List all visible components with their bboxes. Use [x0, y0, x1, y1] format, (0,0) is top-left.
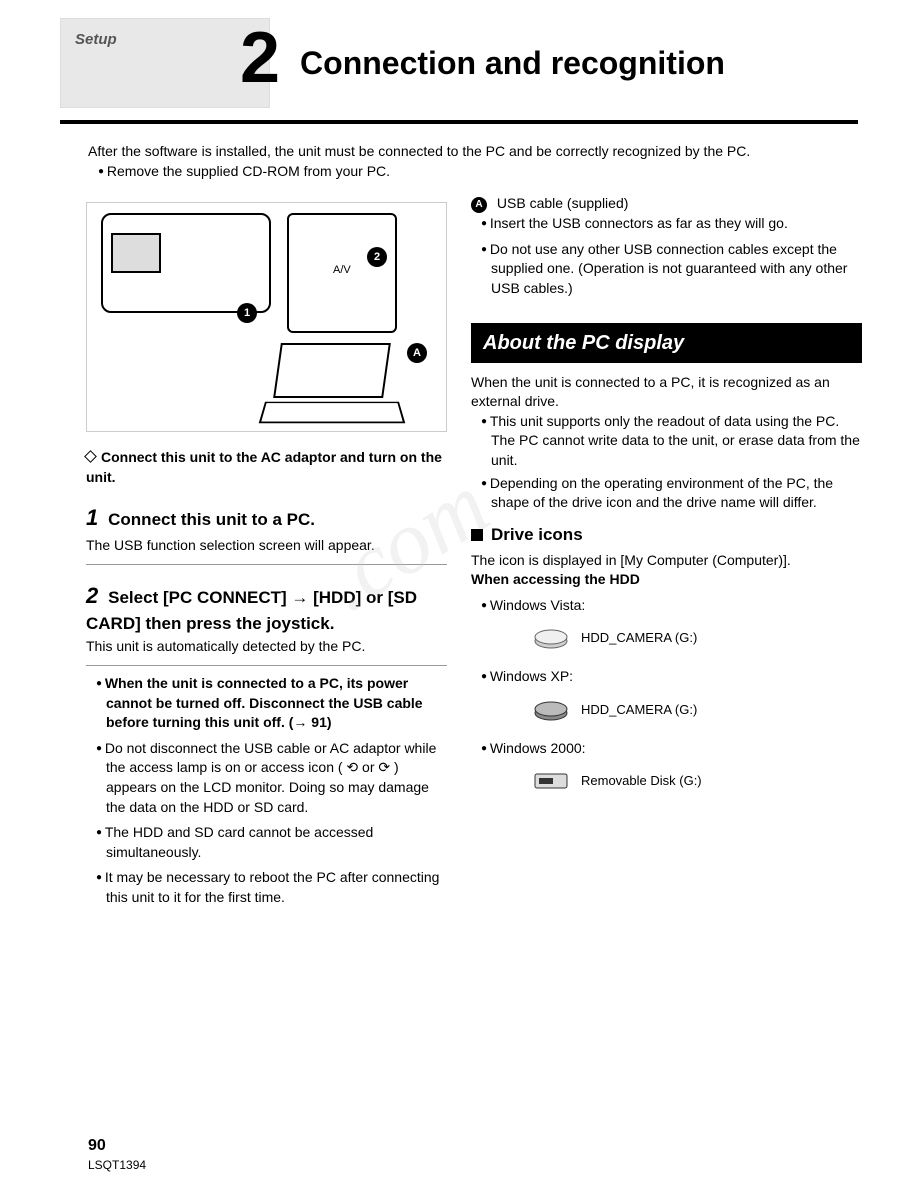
drive-entry-xp: Windows XP: HDD_CAMERA (G:): [471, 667, 862, 725]
step-divider-1: [86, 564, 447, 565]
setup-box: Setup: [60, 18, 270, 108]
usb-bullet: Insert the USB connectors as far as they…: [481, 214, 862, 234]
note-item: When the unit is connected to a PC, its …: [96, 674, 447, 733]
camera-screen: [111, 233, 161, 273]
pc-display-bullet: Depending on the operating environment o…: [481, 474, 862, 513]
drive-icon-row: HDD_CAMERA (G:): [531, 623, 862, 653]
step-1-body: The USB function selection screen will a…: [86, 536, 447, 556]
note-item: It may be necessary to reboot the PC aft…: [96, 868, 447, 907]
drive-icon: [531, 623, 571, 653]
step-1-title: Connect this unit to a PC.: [108, 510, 315, 529]
drive-icons-intro: The icon is displayed in [My Computer (C…: [471, 551, 862, 571]
step-2: 2 Select [PC CONNECT] → [HDD] or [SD CAR…: [86, 581, 447, 636]
square-bullet-icon: [471, 529, 483, 541]
pc-display-banner: About the PC display: [471, 323, 862, 363]
callout-a: A: [407, 343, 427, 363]
intro-bullet: Remove the supplied CD-ROM from your PC.: [98, 162, 862, 182]
drive-icon: [531, 695, 571, 725]
hdd-heading: When accessing the HDD: [471, 570, 862, 590]
content-columns: 1 A/V 2 A Connect this unit to the AC ad…: [0, 194, 918, 913]
doc-code: LSQT1394: [88, 1157, 146, 1174]
intro-text: After the software is installed, the uni…: [88, 142, 862, 162]
step-2-body: This unit is automatically detected by t…: [86, 637, 447, 657]
drive-icon: [531, 766, 571, 796]
pre-step-text: Connect this unit to the AC adaptor and …: [86, 449, 442, 485]
step-2-num: 2: [86, 583, 98, 608]
setup-label: Setup: [75, 31, 117, 48]
pre-step: Connect this unit to the AC adaptor and …: [86, 448, 447, 487]
step-divider-2: [86, 665, 447, 666]
circle-a-icon: A: [471, 197, 487, 213]
notes-list: When the unit is connected to a PC, its …: [86, 674, 447, 908]
step-2-title: Select [PC CONNECT] → [HDD] or [SD CARD]…: [86, 588, 417, 633]
pc-display-bullet: This unit supports only the readout of d…: [481, 412, 862, 471]
label-a-text: USB cable (supplied): [497, 195, 629, 211]
chapter-number: 2: [240, 22, 280, 94]
camera-outline: [101, 213, 271, 313]
laptop-keyboard: [259, 402, 406, 423]
left-column: 1 A/V 2 A Connect this unit to the AC ad…: [56, 194, 447, 913]
drive-label: HDD_CAMERA (G:): [581, 701, 697, 719]
note-item: The HDD and SD card cannot be accessed s…: [96, 823, 447, 862]
drive-icons-heading: Drive icons: [471, 523, 862, 547]
drive-icon-row: Removable Disk (G:): [531, 766, 862, 796]
pc-display-intro: When the unit is connected to a PC, it i…: [471, 373, 862, 412]
label-a-row: A USB cable (supplied): [471, 194, 862, 214]
intro-block: After the software is installed, the uni…: [0, 142, 918, 194]
laptop-screen: [273, 343, 391, 398]
connection-diagram: 1 A/V 2 A: [86, 202, 447, 432]
header-rule: [60, 120, 858, 124]
step-1-num: 1: [86, 505, 98, 530]
drive-entry-vista: Windows Vista: HDD_CAMERA (G:): [471, 596, 862, 654]
note-item: Do not disconnect the USB cable or AC ad…: [96, 739, 447, 817]
os-label: Windows 2000:: [481, 739, 862, 759]
drive-label: HDD_CAMERA (G:): [581, 629, 697, 647]
page-footer: 90 LSQT1394: [88, 1135, 146, 1174]
step-1: 1 Connect this unit to a PC.: [86, 503, 447, 534]
drive-entry-2000: Windows 2000: Removable Disk (G:): [471, 739, 862, 797]
diamond-icon: [84, 450, 97, 463]
page-number: 90: [88, 1135, 146, 1157]
av-label: A/V: [333, 263, 351, 278]
usb-bullet: Do not use any other USB connection cabl…: [481, 240, 862, 299]
laptop-outline: [257, 343, 407, 423]
usb-cable-section: A USB cable (supplied) Insert the USB co…: [471, 194, 862, 298]
drive-label: Removable Disk (G:): [581, 772, 702, 790]
drive-icon-row: HDD_CAMERA (G:): [531, 695, 862, 725]
page-header: Setup 2 Connection and recognition: [0, 0, 918, 108]
page-title: Connection and recognition: [300, 41, 725, 86]
os-label: Windows Vista:: [481, 596, 862, 616]
right-column: A USB cable (supplied) Insert the USB co…: [471, 194, 862, 913]
drive-icons-heading-text: Drive icons: [491, 525, 583, 544]
os-label: Windows XP:: [481, 667, 862, 687]
callout-1: 1: [237, 303, 257, 323]
